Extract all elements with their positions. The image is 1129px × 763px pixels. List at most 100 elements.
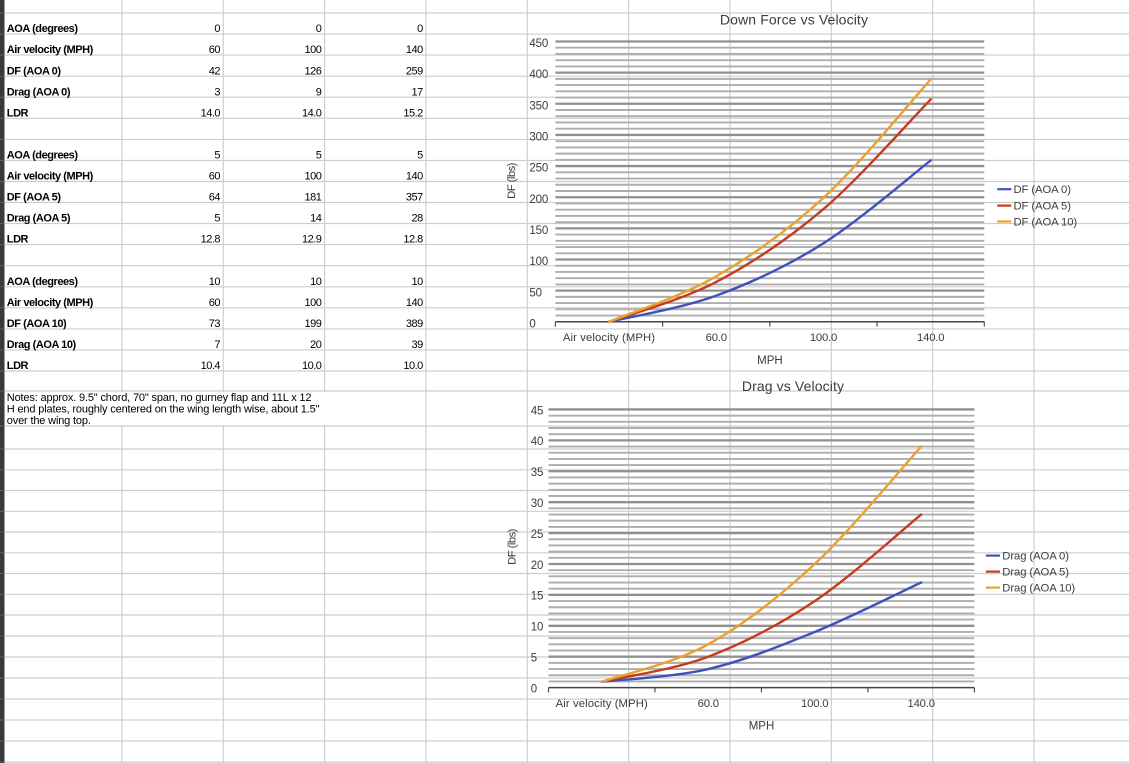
svg-text:Drag (AOA 5): Drag (AOA 5) — [1002, 567, 1069, 579]
svg-text:Air velocity (MPH): Air velocity (MPH) — [556, 698, 648, 710]
svg-text:0: 0 — [529, 318, 535, 330]
svg-text:15.2: 15.2 — [403, 107, 423, 119]
svg-text:over the wing top.: over the wing top. — [7, 415, 91, 427]
svg-text:Notes: approx. 9.5" chord, 70": Notes: approx. 9.5" chord, 70" span, no … — [7, 392, 312, 404]
svg-text:DF (AOA 5): DF (AOA 5) — [1014, 201, 1072, 213]
svg-text:181: 181 — [305, 192, 322, 204]
svg-text:14.0: 14.0 — [302, 107, 322, 119]
svg-text:14: 14 — [310, 213, 322, 225]
svg-text:DF (AOA 0): DF (AOA 0) — [1014, 184, 1072, 196]
svg-text:Drag vs Velocity: Drag vs Velocity — [742, 378, 844, 394]
svg-text:LDR: LDR — [7, 107, 29, 119]
svg-text:AOA (degrees): AOA (degrees) — [7, 276, 79, 288]
svg-text:25: 25 — [531, 529, 544, 541]
svg-text:Drag (AOA 0): Drag (AOA 0) — [1002, 551, 1069, 563]
svg-text:140: 140 — [406, 44, 423, 56]
svg-text:0: 0 — [531, 683, 537, 695]
svg-text:140: 140 — [406, 171, 423, 183]
svg-text:DF (AOA 0): DF (AOA 0) — [7, 65, 62, 77]
svg-text:DF (AOA 10): DF (AOA 10) — [1014, 216, 1078, 228]
svg-text:12.8: 12.8 — [201, 234, 221, 246]
svg-text:100: 100 — [305, 171, 322, 183]
svg-text:MPH: MPH — [757, 355, 783, 367]
svg-text:DF (lbs): DF (lbs) — [506, 162, 518, 199]
svg-text:17: 17 — [412, 86, 424, 98]
svg-text:Drag (AOA 10): Drag (AOA 10) — [7, 339, 77, 351]
svg-text:12.8: 12.8 — [403, 234, 423, 246]
svg-text:350: 350 — [529, 100, 548, 112]
svg-text:250: 250 — [529, 163, 548, 175]
svg-text:10: 10 — [412, 276, 424, 288]
svg-text:100.0: 100.0 — [801, 698, 828, 710]
svg-text:10: 10 — [209, 276, 221, 288]
svg-text:100.0: 100.0 — [810, 332, 837, 344]
svg-text:AOA (degrees): AOA (degrees) — [7, 150, 79, 162]
svg-text:DF (lbs): DF (lbs) — [506, 528, 518, 565]
svg-text:40: 40 — [531, 436, 544, 448]
svg-text:28: 28 — [412, 213, 424, 225]
svg-text:50: 50 — [529, 287, 542, 299]
svg-text:5: 5 — [417, 150, 423, 162]
svg-text:0: 0 — [316, 23, 322, 35]
svg-text:30: 30 — [531, 498, 544, 510]
svg-text:10: 10 — [310, 276, 322, 288]
svg-text:10: 10 — [531, 622, 544, 634]
svg-text:400: 400 — [529, 69, 548, 81]
svg-text:140.0: 140.0 — [917, 332, 944, 344]
svg-text:450: 450 — [529, 38, 548, 50]
svg-text:Drag (AOA 0): Drag (AOA 0) — [7, 86, 71, 98]
svg-text:3: 3 — [214, 86, 220, 98]
svg-text:10.0: 10.0 — [403, 360, 423, 372]
svg-text:300: 300 — [529, 132, 548, 144]
svg-text:126: 126 — [305, 65, 322, 77]
svg-text:100: 100 — [305, 44, 322, 56]
svg-text:9: 9 — [316, 86, 322, 98]
svg-text:64: 64 — [209, 192, 221, 204]
svg-text:10.4: 10.4 — [201, 360, 221, 372]
svg-text:Air velocity (MPH): Air velocity (MPH) — [7, 297, 94, 309]
svg-text:357: 357 — [406, 192, 423, 204]
svg-text:140.0: 140.0 — [908, 698, 935, 710]
svg-text:DF (AOA 5): DF (AOA 5) — [7, 192, 62, 204]
svg-text:5: 5 — [214, 150, 220, 162]
svg-text:LDR: LDR — [7, 234, 29, 246]
svg-text:199: 199 — [305, 318, 322, 330]
svg-text:39: 39 — [412, 339, 424, 351]
svg-text:35: 35 — [531, 467, 544, 479]
svg-text:5: 5 — [214, 213, 220, 225]
svg-text:Air velocity (MPH): Air velocity (MPH) — [7, 44, 94, 56]
svg-text:20: 20 — [531, 560, 544, 572]
svg-text:140: 140 — [406, 297, 423, 309]
svg-text:14.0: 14.0 — [201, 107, 221, 119]
svg-text:0: 0 — [214, 23, 220, 35]
svg-text:60: 60 — [209, 44, 221, 56]
svg-text:0: 0 — [417, 23, 423, 35]
svg-text:5: 5 — [531, 653, 537, 665]
svg-text:60: 60 — [209, 171, 221, 183]
svg-text:42: 42 — [209, 65, 221, 77]
svg-text:7: 7 — [214, 339, 220, 351]
svg-text:73: 73 — [209, 318, 221, 330]
svg-text:Down Force vs Velocity: Down Force vs Velocity — [720, 11, 868, 27]
svg-text:389: 389 — [406, 318, 423, 330]
svg-text:60.0: 60.0 — [706, 332, 727, 344]
svg-text:10.0: 10.0 — [302, 360, 322, 372]
svg-text:MPH: MPH — [749, 721, 775, 733]
svg-text:AOA (degrees): AOA (degrees) — [7, 23, 79, 35]
svg-text:100: 100 — [305, 297, 322, 309]
svg-text:Drag (AOA 10): Drag (AOA 10) — [1002, 583, 1075, 595]
svg-text:60.0: 60.0 — [698, 698, 719, 710]
svg-text:259: 259 — [406, 65, 423, 77]
svg-text:200: 200 — [529, 194, 548, 206]
svg-text:DF (AOA 10): DF (AOA 10) — [7, 318, 67, 330]
svg-text:15: 15 — [531, 591, 544, 603]
svg-text:Air velocity (MPH): Air velocity (MPH) — [563, 332, 655, 344]
svg-text:5: 5 — [316, 150, 322, 162]
svg-text:LDR: LDR — [7, 360, 29, 372]
svg-text:20: 20 — [310, 339, 322, 351]
svg-text:H end plates, roughly centered: H end plates, roughly centered on the wi… — [7, 403, 320, 415]
svg-text:12.9: 12.9 — [302, 234, 322, 246]
svg-text:Drag (AOA 5): Drag (AOA 5) — [7, 213, 71, 225]
svg-text:45: 45 — [531, 405, 544, 417]
svg-text:Air velocity (MPH): Air velocity (MPH) — [7, 171, 94, 183]
